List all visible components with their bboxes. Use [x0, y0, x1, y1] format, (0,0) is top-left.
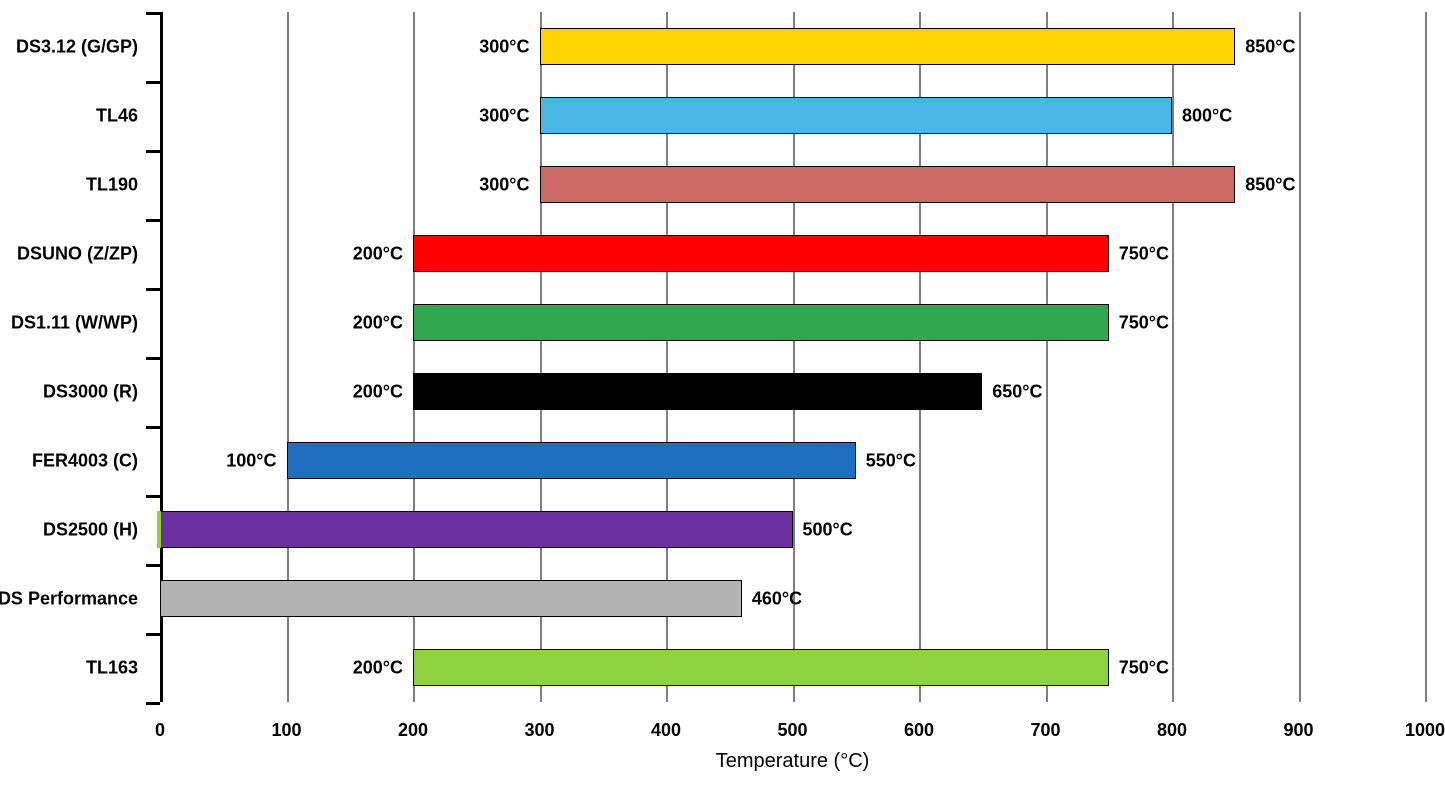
bar-start-label: 100°C: [226, 450, 286, 471]
bar-end-label: 460°C: [742, 588, 802, 609]
y-tick: [146, 150, 160, 153]
bar-start-label: 200°C: [353, 243, 413, 264]
bar: [413, 304, 1109, 342]
bar: [540, 166, 1236, 204]
x-tick-label: 200: [398, 720, 428, 741]
category-label: DS3.12 (G/GP): [16, 36, 138, 57]
bar: [413, 649, 1109, 687]
bar: [413, 373, 982, 411]
bar: [287, 442, 856, 480]
category-label: DS1.11 (W/WP): [11, 312, 138, 333]
y-tick: [146, 12, 160, 15]
bar: [540, 28, 1236, 66]
x-tick-label: 0: [155, 720, 165, 741]
x-tick-label: 300: [524, 720, 554, 741]
y-tick: [146, 81, 160, 84]
bar-end-label: 750°C: [1109, 243, 1169, 264]
bar-end-label: 800°C: [1172, 105, 1232, 126]
axis-start-accent: [157, 511, 161, 549]
bar-end-label: 650°C: [982, 381, 1042, 402]
y-tick: [146, 219, 160, 222]
x-axis-title: Temperature (°C): [716, 750, 870, 773]
category-label: TL190: [86, 174, 138, 195]
category-label: DSUNO (Z/ZP): [17, 243, 138, 264]
x-tick-label: 700: [1030, 720, 1060, 741]
y-tick: [146, 702, 160, 705]
x-tick-label: 900: [1283, 720, 1313, 741]
y-tick: [146, 495, 160, 498]
x-tick-label: 100: [271, 720, 301, 741]
bar-start-label: 300°C: [479, 105, 539, 126]
x-tick-label: 500: [777, 720, 807, 741]
bar: [160, 511, 793, 549]
bar-start-label: 200°C: [353, 381, 413, 402]
bar-start-label: 300°C: [479, 36, 539, 57]
bar-start-label: 300°C: [479, 174, 539, 195]
y-tick: [146, 426, 160, 429]
category-label: TL163: [86, 657, 138, 678]
x-tick-label: 1000: [1405, 720, 1445, 741]
plot-area: 01002003004005006007008009001000Temperat…: [160, 12, 1425, 702]
bar: [413, 235, 1109, 273]
bar-end-label: 500°C: [793, 519, 853, 540]
bar-end-label: 750°C: [1109, 657, 1169, 678]
gridline: [1299, 12, 1301, 702]
temperature-range-chart: 0 100 200 300 400 500 600 700 800 900 1000 Temperat…: [0, 0, 1445, 785]
category-label: DS Performance: [0, 588, 138, 609]
category-label: FER4003 (C): [32, 450, 138, 471]
y-tick: [146, 564, 160, 567]
bar-end-label: 550°C: [856, 450, 916, 471]
bar-start-label: 200°C: [353, 312, 413, 333]
bar-start-label: 200°C: [353, 657, 413, 678]
y-tick: [146, 633, 160, 636]
bar: [540, 97, 1173, 135]
bar-end-label: 750°C: [1109, 312, 1169, 333]
bar-end-label: 850°C: [1235, 36, 1295, 57]
category-label: DS2500 (H): [43, 519, 138, 540]
x-tick-label: 600: [904, 720, 934, 741]
x-tick-label: 400: [651, 720, 681, 741]
y-tick: [146, 288, 160, 291]
gridline: [1425, 12, 1427, 702]
bar: [160, 580, 742, 618]
bar-end-label: 850°C: [1235, 174, 1295, 195]
y-tick: [146, 357, 160, 360]
category-label: TL46: [96, 105, 138, 126]
x-tick-label: 800: [1157, 720, 1187, 741]
category-label: DS3000 (R): [43, 381, 138, 402]
